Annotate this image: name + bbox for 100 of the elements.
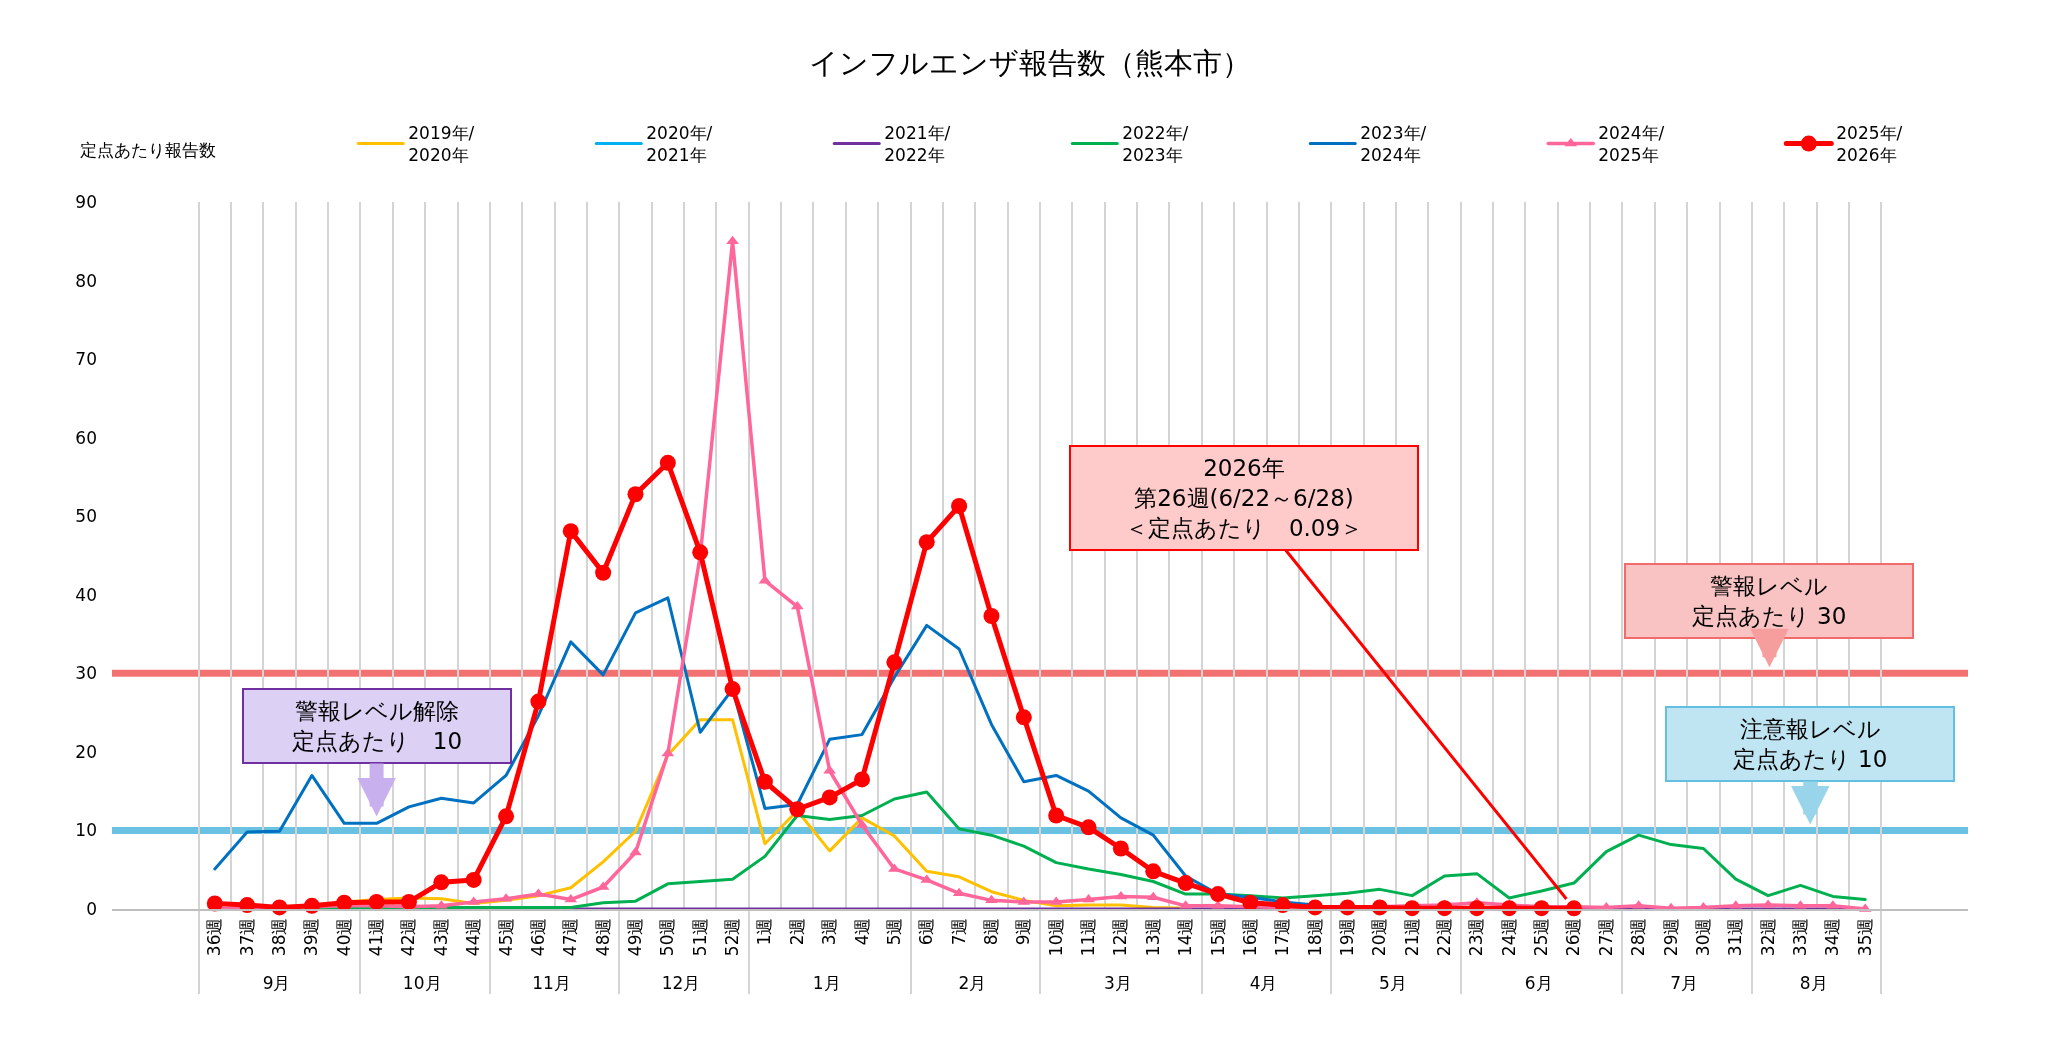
point bbox=[821, 789, 838, 806]
text: 6月 bbox=[1524, 972, 1553, 993]
point bbox=[1015, 709, 1032, 726]
y-axis-title: 定点あたり報告数 bbox=[80, 140, 216, 160]
x-tick-label: 27週 bbox=[1595, 917, 1616, 957]
point bbox=[1080, 819, 1097, 836]
x-tick-label: 50週 bbox=[657, 917, 678, 957]
x-tick-label: 42週 bbox=[398, 917, 419, 957]
x-tick-label: 31週 bbox=[1725, 917, 1746, 957]
legend-label: 2019年/2020年 bbox=[408, 123, 475, 166]
point bbox=[530, 693, 547, 710]
x-tick-label: 51週 bbox=[689, 917, 710, 957]
text: 10月 bbox=[402, 972, 442, 993]
x-tick-label: 30週 bbox=[1692, 917, 1713, 957]
x-tick-label: 43週 bbox=[430, 917, 451, 957]
point bbox=[1274, 897, 1291, 914]
x-tick-label: 24週 bbox=[1498, 917, 1519, 957]
ref-line-label: 警報レベル定点あたり 30 bbox=[1691, 573, 1847, 629]
x-tick-label: 37週 bbox=[236, 917, 257, 957]
x-tick-label: 35週 bbox=[1854, 917, 1875, 957]
point bbox=[368, 893, 385, 910]
y-tick-label: 80 bbox=[75, 270, 97, 291]
y-tick-label: 40 bbox=[75, 584, 97, 605]
x-tick-label: 33週 bbox=[1790, 917, 1811, 957]
x-tick-label: 38週 bbox=[269, 917, 290, 957]
text: 8月 bbox=[1799, 972, 1828, 993]
point bbox=[756, 773, 773, 790]
x-tick-label: 36週 bbox=[204, 917, 225, 957]
point bbox=[854, 771, 871, 788]
x-tick-label: 14週 bbox=[1175, 917, 1196, 957]
point bbox=[789, 801, 806, 818]
x-tick-label: 44週 bbox=[463, 917, 484, 957]
x-tick-label: 11週 bbox=[1078, 917, 1099, 957]
chart-title: インフルエンザ報告数（熊本市） bbox=[808, 46, 1251, 81]
point bbox=[951, 498, 968, 514]
x-tick-label: 32週 bbox=[1757, 917, 1778, 957]
x-tick-label: 52週 bbox=[722, 917, 743, 957]
point bbox=[239, 897, 256, 914]
point bbox=[1177, 875, 1194, 892]
y-tick-label: 0 bbox=[86, 898, 97, 919]
point bbox=[1114, 890, 1128, 900]
x-tick-label: 40週 bbox=[333, 917, 354, 957]
x-tick-label: 9週 bbox=[1013, 917, 1034, 946]
x-tick-label: 5週 bbox=[883, 917, 904, 946]
x-tick-label: 26週 bbox=[1563, 917, 1584, 957]
point bbox=[886, 654, 903, 671]
legend-label: 2023年/2024年 bbox=[1360, 123, 1427, 166]
legend-label: 2020年/2021年 bbox=[646, 123, 713, 166]
point bbox=[1209, 886, 1226, 903]
text: 1月 bbox=[812, 972, 841, 993]
x-tick-label: 45週 bbox=[495, 917, 516, 957]
point bbox=[918, 534, 935, 551]
point bbox=[1242, 894, 1259, 911]
x-tick-label: 16週 bbox=[1239, 917, 1260, 957]
point bbox=[983, 607, 1000, 624]
point bbox=[1048, 807, 1065, 824]
text: 11月 bbox=[532, 972, 571, 993]
x-tick-label: 48週 bbox=[592, 917, 613, 957]
x-tick-label: 13週 bbox=[1142, 917, 1163, 957]
text: 9月 bbox=[262, 972, 291, 993]
x-tick-label: 10週 bbox=[1045, 917, 1066, 957]
y-tick-label: 10 bbox=[75, 820, 97, 841]
point bbox=[1145, 863, 1162, 880]
point bbox=[433, 874, 450, 891]
y-tick-label: 70 bbox=[75, 349, 97, 370]
x-tick-label: 46週 bbox=[527, 917, 548, 957]
x-tick-label: 12週 bbox=[1110, 917, 1131, 957]
legend-label: 2024年/2025年 bbox=[1598, 123, 1665, 166]
x-tick-label: 41週 bbox=[366, 917, 387, 957]
point bbox=[303, 897, 320, 914]
legend-label: 2025年/2026年 bbox=[1836, 123, 1903, 166]
x-tick-label: 28週 bbox=[1628, 917, 1649, 957]
point bbox=[726, 235, 739, 245]
legend-label: 2021年/2022年 bbox=[884, 123, 951, 166]
x-tick-label: 34週 bbox=[1822, 917, 1843, 957]
text: 12月 bbox=[661, 972, 701, 993]
x-tick-label: 8週 bbox=[980, 917, 1001, 946]
x-tick-label: 25週 bbox=[1531, 917, 1552, 957]
y-tick-label: 60 bbox=[75, 427, 97, 448]
x-tick-label: 18週 bbox=[1304, 917, 1325, 957]
point bbox=[985, 894, 998, 904]
point bbox=[206, 895, 223, 912]
point bbox=[659, 454, 676, 471]
x-tick-label: 15週 bbox=[1207, 917, 1228, 957]
point bbox=[724, 681, 741, 698]
point bbox=[629, 846, 642, 856]
text: 7月 bbox=[1670, 972, 1699, 993]
x-tick-label: 4週 bbox=[851, 917, 872, 946]
text: 3月 bbox=[1104, 972, 1132, 993]
point bbox=[562, 523, 579, 540]
point bbox=[498, 808, 515, 825]
x-tick-label: 19週 bbox=[1336, 917, 1357, 957]
text: 4月 bbox=[1249, 972, 1278, 993]
y-tick-label: 20 bbox=[75, 741, 97, 762]
x-tick-label: 6週 bbox=[916, 917, 937, 946]
x-tick-label: 1週 bbox=[754, 917, 775, 946]
y-tick-label: 50 bbox=[75, 506, 97, 527]
text: 5月 bbox=[1379, 972, 1407, 993]
text: 2月 bbox=[958, 972, 987, 993]
x-tick-label: 23週 bbox=[1466, 917, 1487, 957]
